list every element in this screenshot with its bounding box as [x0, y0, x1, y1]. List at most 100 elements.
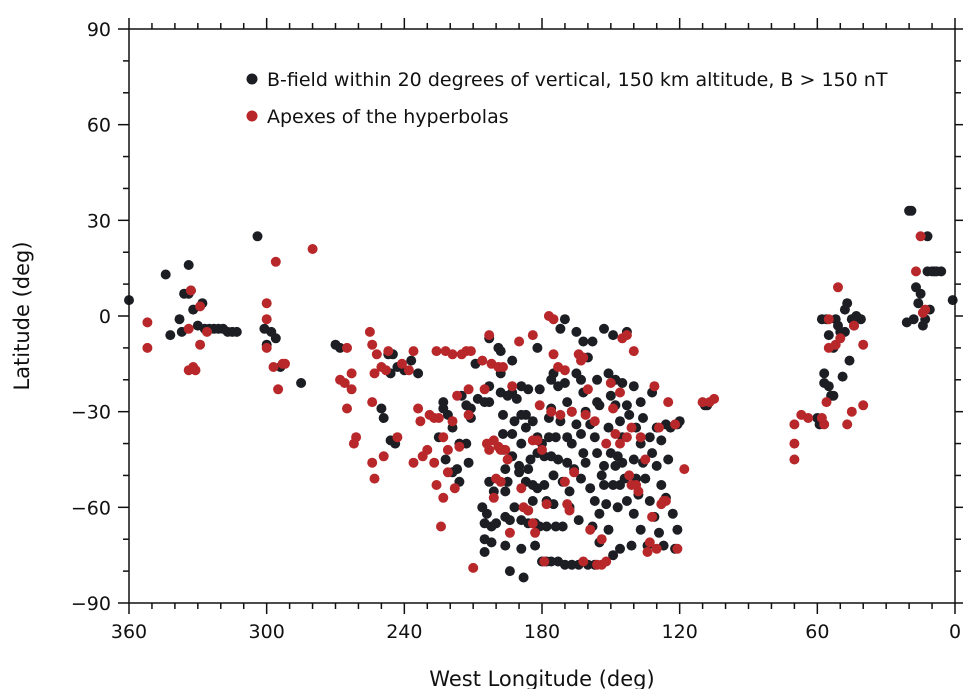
bfield-point	[562, 457, 573, 468]
bfield-point	[183, 260, 194, 270]
apex-point	[608, 403, 619, 414]
y-tick-label: 30	[87, 210, 111, 232]
bfield-point	[656, 480, 667, 490]
apex-point	[367, 397, 378, 408]
apex-point	[654, 422, 664, 433]
apex-point	[447, 416, 458, 427]
x-tick-label: 60	[805, 621, 829, 643]
apex-point	[195, 339, 206, 350]
y-tick-label: −60	[71, 497, 111, 519]
bfield-point	[672, 524, 683, 535]
bfield-point	[502, 476, 513, 487]
apex-point	[532, 435, 543, 446]
apex-point	[413, 403, 424, 414]
bfield-point	[559, 378, 570, 388]
apex-point	[821, 397, 832, 408]
bfield-point	[621, 496, 632, 506]
apex-point	[559, 476, 570, 487]
apex-point	[566, 406, 577, 417]
apex-point	[346, 368, 357, 379]
x-tick-label: 0	[949, 621, 961, 643]
legend: B-field within 20 degrees of vertical, 1…	[246, 69, 888, 128]
bfield-point	[599, 323, 609, 334]
bfield-point	[504, 515, 515, 526]
bfield-point	[823, 381, 834, 392]
apex-point	[364, 326, 375, 337]
y-tick-label: 60	[87, 115, 111, 137]
bfield-point	[615, 416, 625, 427]
apex-point	[431, 346, 442, 357]
bfield-point	[520, 409, 531, 420]
axis-ticks	[118, 18, 963, 614]
apex-point	[582, 384, 593, 395]
bfield-point	[509, 502, 520, 513]
bfield-point	[559, 314, 570, 325]
apex-point	[530, 527, 541, 538]
bfield-point	[656, 435, 667, 446]
bfield-point	[605, 390, 616, 401]
apex-point	[190, 365, 201, 376]
bfield-point	[638, 413, 648, 423]
apex-point	[585, 524, 596, 535]
apex-point	[268, 362, 279, 372]
y-tick-label: 0	[99, 306, 111, 328]
bfield-point	[913, 298, 924, 309]
apex-point	[452, 390, 463, 401]
bfield-point	[566, 559, 577, 570]
bfield-point	[518, 572, 529, 583]
apex-point	[202, 326, 212, 337]
apex-point	[415, 416, 426, 427]
apex-point	[589, 416, 600, 427]
bfield-point	[654, 527, 664, 538]
series-apexes	[142, 231, 931, 573]
bfield-point	[543, 432, 554, 443]
bfield-point	[440, 454, 451, 465]
apex-point	[672, 543, 683, 554]
apex-point	[546, 406, 557, 417]
apex-point	[488, 492, 499, 503]
apex-point	[195, 301, 206, 312]
apex-point	[663, 397, 674, 408]
bfield-point	[160, 269, 171, 280]
bfield-point	[559, 559, 570, 570]
bfield-point	[564, 486, 575, 497]
bfield-point	[511, 393, 522, 404]
apex-point	[628, 346, 639, 357]
x-tick-label: 120	[662, 621, 698, 643]
bfield-point	[527, 416, 538, 427]
apex-point	[273, 384, 284, 395]
apex-point	[523, 505, 534, 516]
apex-point	[431, 480, 442, 490]
apex-point	[635, 432, 646, 443]
bfield-point	[589, 432, 600, 443]
bfield-point	[481, 508, 492, 519]
apex-point	[596, 534, 607, 545]
bfield-point	[555, 323, 566, 334]
apex-point	[578, 556, 589, 567]
bfield-point	[546, 556, 557, 567]
bfield-point	[523, 384, 534, 395]
bfield-point	[527, 496, 538, 506]
apex-point	[261, 342, 272, 353]
apex-point	[495, 476, 506, 487]
apex-point	[647, 511, 658, 522]
bfield-point	[842, 298, 853, 309]
apex-point	[449, 483, 460, 494]
apex-point	[465, 346, 476, 357]
bfield-point	[580, 457, 591, 468]
apex-point	[438, 492, 449, 503]
bfield-point	[601, 499, 612, 510]
apex-point	[367, 457, 378, 468]
bfield-point	[491, 518, 502, 529]
apex-point	[433, 413, 444, 423]
bfield-point	[599, 480, 609, 490]
bfield-point	[596, 470, 607, 481]
apex-point	[697, 397, 708, 408]
apex-point	[615, 387, 625, 398]
apex-point	[527, 518, 538, 529]
apex-point	[660, 496, 671, 506]
bfield-point	[667, 508, 678, 519]
apex-point	[858, 400, 869, 411]
bfield-point	[612, 502, 623, 513]
bfield-point	[516, 438, 527, 449]
